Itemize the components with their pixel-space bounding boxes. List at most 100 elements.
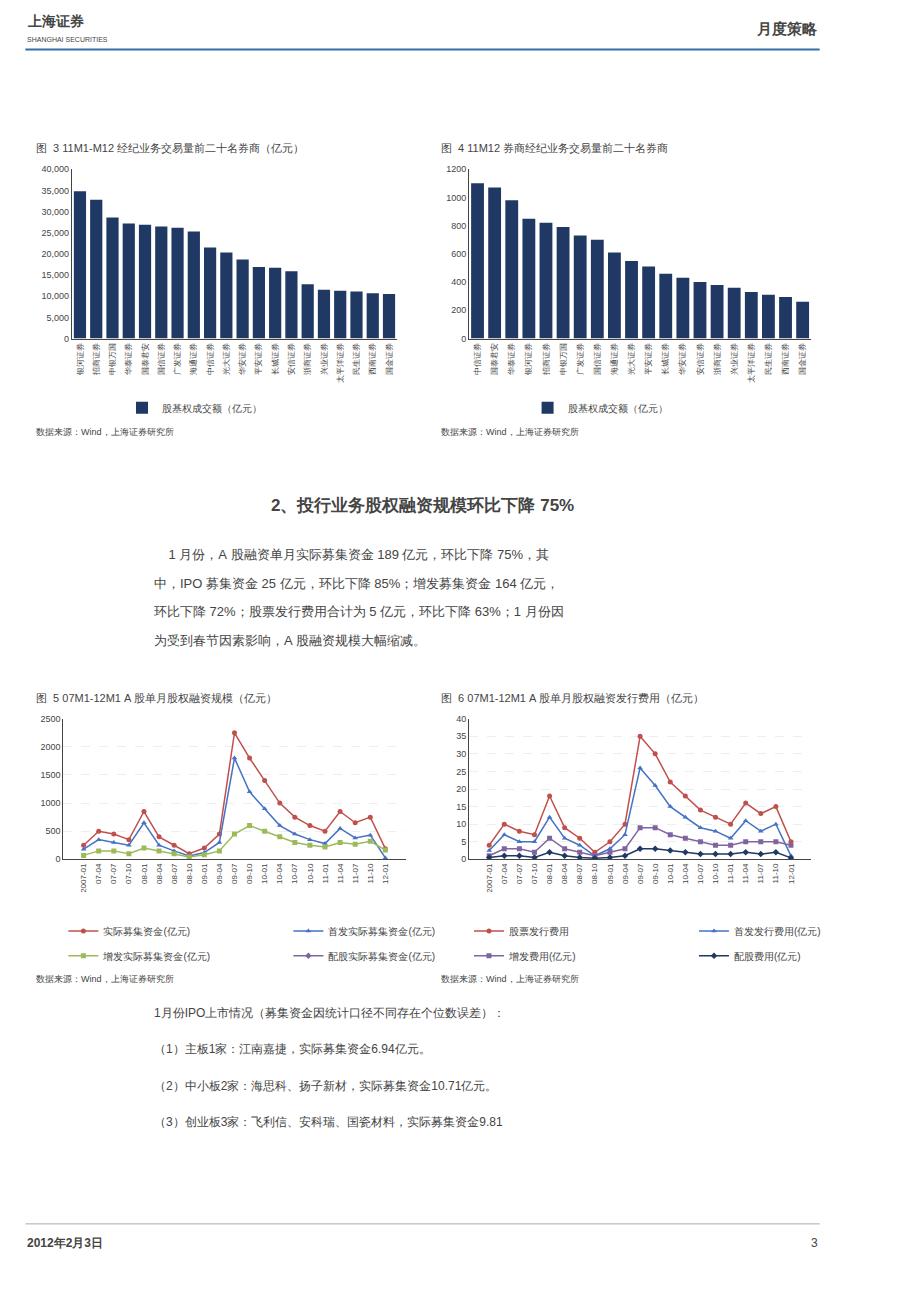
svg-text:25: 25 xyxy=(456,767,466,777)
svg-text:40,000: 40,000 xyxy=(41,164,69,174)
svg-text:08-04: 08-04 xyxy=(155,863,164,884)
svg-text:兴业证券: 兴业证券 xyxy=(320,343,329,375)
svg-text:西南证券: 西南证券 xyxy=(368,343,377,375)
svg-text:（1）主板1家：江南嘉捷，实际募集资金6.94亿元。: （1）主板1家：江南嘉捷，实际募集资金6.94亿元。 xyxy=(154,1042,431,1056)
svg-text:400: 400 xyxy=(451,277,466,287)
svg-text:民生证券: 民生证券 xyxy=(352,343,361,375)
svg-text:10-01: 10-01 xyxy=(260,863,269,884)
svg-text:国泰君安: 国泰君安 xyxy=(490,343,499,375)
svg-text:11-07: 11-07 xyxy=(351,863,360,883)
svg-text:08-04: 08-04 xyxy=(560,863,569,884)
svg-text:国金证券: 国金证券 xyxy=(385,343,394,375)
svg-text:广发证券: 广发证券 xyxy=(576,343,585,375)
svg-text:首发实际募集资金(亿元): 首发实际募集资金(亿元) xyxy=(328,926,435,937)
svg-text:09-07: 09-07 xyxy=(636,863,645,884)
svg-text:500: 500 xyxy=(46,826,61,836)
svg-text:2500: 2500 xyxy=(41,714,61,724)
svg-text:图 3 11M1-M12 经纪业务交易量前二十名券商（亿元: 图 3 11M1-M12 经纪业务交易量前二十名券商（亿元） xyxy=(36,142,304,154)
svg-text:国信证券: 国信证券 xyxy=(593,343,602,375)
svg-text:600: 600 xyxy=(451,249,466,259)
svg-text:数据来源：Wind，上海证券研究所: 数据来源：Wind，上海证券研究所 xyxy=(441,427,579,437)
svg-text:07-10: 07-10 xyxy=(124,863,133,884)
svg-text:1200: 1200 xyxy=(446,164,466,174)
svg-text:11-07: 11-07 xyxy=(756,863,765,883)
svg-text:20,000: 20,000 xyxy=(41,249,69,259)
svg-text:海通证券: 海通证券 xyxy=(610,343,619,375)
svg-text:为受到春节因素影响，A 股融资规模大幅缩减。: 为受到春节因素影响，A 股融资规模大幅缩减。 xyxy=(154,633,426,648)
svg-text:配股费用(亿元): 配股费用(亿元) xyxy=(734,951,801,962)
svg-text:股票发行费用: 股票发行费用 xyxy=(509,926,569,937)
svg-text:0: 0 xyxy=(461,334,466,344)
svg-text:09-04: 09-04 xyxy=(215,863,224,884)
svg-text:招商证券: 招商证券 xyxy=(92,343,101,376)
svg-text:（2）中小板2家：海思科、扬子新材，实际募集资金10.71亿: （2）中小板2家：海思科、扬子新材，实际募集资金10.71亿元。 xyxy=(154,1079,497,1093)
svg-text:民生证券: 民生证券 xyxy=(764,343,773,375)
svg-text:07-10: 07-10 xyxy=(530,863,539,884)
svg-text:首发发行费用(亿元): 首发发行费用(亿元) xyxy=(734,926,821,937)
svg-text:3: 3 xyxy=(811,1236,818,1250)
svg-text:申银万国: 申银万国 xyxy=(108,343,117,375)
svg-text:0: 0 xyxy=(56,854,61,864)
svg-text:数据来源：Wind，上海证券研究所: 数据来源：Wind，上海证券研究所 xyxy=(36,427,174,437)
svg-text:09-04: 09-04 xyxy=(621,863,630,884)
svg-text:图 5 07M1-12M1 A 股单月股权融资规模（亿元）: 图 5 07M1-12M1 A 股单月股权融资规模（亿元） xyxy=(36,692,277,704)
svg-text:数据来源：Wind，上海证券研究所: 数据来源：Wind，上海证券研究所 xyxy=(36,974,174,984)
svg-text:华安证券: 华安证券 xyxy=(238,343,247,375)
svg-text:07-04: 07-04 xyxy=(500,863,509,884)
svg-text:广发证券: 广发证券 xyxy=(173,343,182,375)
svg-text:招商证券: 招商证券 xyxy=(542,343,551,376)
svg-text:11-04: 11-04 xyxy=(336,863,345,883)
svg-text:长城证券: 长城证券 xyxy=(271,343,280,375)
svg-text:200: 200 xyxy=(451,305,466,315)
svg-text:09-01: 09-01 xyxy=(606,863,615,884)
svg-text:光大证券: 光大证券 xyxy=(222,343,231,375)
svg-text:华安证券: 华安证券 xyxy=(678,343,687,375)
svg-text:10-07: 10-07 xyxy=(696,863,705,884)
svg-text:11-01: 11-01 xyxy=(726,863,735,883)
svg-text:图 4 11M12 券商经纪业务交易量前二十名券商: 图 4 11M12 券商经纪业务交易量前二十名券商 xyxy=(441,142,668,154)
svg-text:2012年2月3日: 2012年2月3日 xyxy=(27,1236,103,1250)
svg-text:1500: 1500 xyxy=(41,770,61,780)
svg-text:10-07: 10-07 xyxy=(290,863,299,884)
svg-text:1月份IPO上市情况（募集资金因统计口径不同存在个位数误差）: 1月份IPO上市情况（募集资金因统计口径不同存在个位数误差）： xyxy=(154,1006,505,1020)
svg-text:35,000: 35,000 xyxy=(41,186,69,196)
svg-text:太平洋证券: 太平洋证券 xyxy=(336,343,345,383)
svg-text:11-10: 11-10 xyxy=(366,863,375,883)
svg-text:08-01: 08-01 xyxy=(545,863,554,884)
svg-text:10-04: 10-04 xyxy=(275,863,284,884)
svg-text:40: 40 xyxy=(456,714,466,724)
svg-text:SHANGHAI SECURITIES: SHANGHAI SECURITIES xyxy=(27,36,108,43)
svg-text:09-10: 09-10 xyxy=(245,863,254,884)
svg-text:上海证券: 上海证券 xyxy=(27,13,84,29)
svg-text:配股实际募集资金(亿元): 配股实际募集资金(亿元) xyxy=(328,951,435,962)
svg-text:35: 35 xyxy=(456,731,466,741)
svg-text:月度策略: 月度策略 xyxy=(756,20,818,37)
svg-text:实际募集资金(亿元): 实际募集资金(亿元) xyxy=(103,926,190,937)
svg-text:中，IPO 募集资金 25 亿元，环比下降 85%；增发募集: 中，IPO 募集资金 25 亿元，环比下降 85%；增发募集资金 164 亿元， xyxy=(154,576,559,591)
svg-text:08-10: 08-10 xyxy=(185,863,194,884)
svg-text:2007-01: 2007-01 xyxy=(79,863,88,893)
svg-text:10-10: 10-10 xyxy=(306,863,315,884)
svg-text:增发费用(亿元): 增发费用(亿元) xyxy=(508,951,576,962)
svg-text:09-10: 09-10 xyxy=(651,863,660,884)
svg-text:0: 0 xyxy=(64,334,69,344)
svg-text:08-07: 08-07 xyxy=(575,863,584,884)
svg-text:1000: 1000 xyxy=(41,798,61,808)
svg-text:08-10: 08-10 xyxy=(590,863,599,884)
svg-text:国泰君安: 国泰君安 xyxy=(141,343,150,375)
svg-text:07-04: 07-04 xyxy=(94,863,103,884)
svg-text:中信证券: 中信证券 xyxy=(473,343,482,375)
svg-text:2、投行业务股权融资规模环比下降 75%: 2、投行业务股权融资规模环比下降 75% xyxy=(271,496,574,515)
svg-text:2007-01: 2007-01 xyxy=(485,863,494,893)
svg-text:12-01: 12-01 xyxy=(787,863,796,884)
svg-text:华泰证券: 华泰证券 xyxy=(507,343,516,375)
svg-text:数据来源：Wind，上海证券研究所: 数据来源：Wind，上海证券研究所 xyxy=(441,974,579,984)
svg-text:兴业证券: 兴业证券 xyxy=(730,343,739,375)
svg-text:安信证券: 安信证券 xyxy=(287,343,296,375)
svg-text:2000: 2000 xyxy=(41,742,61,752)
svg-text:07-07: 07-07 xyxy=(109,863,118,884)
svg-text:11-01: 11-01 xyxy=(321,863,330,883)
svg-text:（3）创业板3家：飞利信、安科瑞、国瓷材料，实际募集资金9.: （3）创业板3家：飞利信、安科瑞、国瓷材料，实际募集资金9.81 xyxy=(154,1115,503,1129)
svg-text:华泰证券: 华泰证券 xyxy=(124,343,133,375)
svg-text:09-07: 09-07 xyxy=(230,863,239,884)
